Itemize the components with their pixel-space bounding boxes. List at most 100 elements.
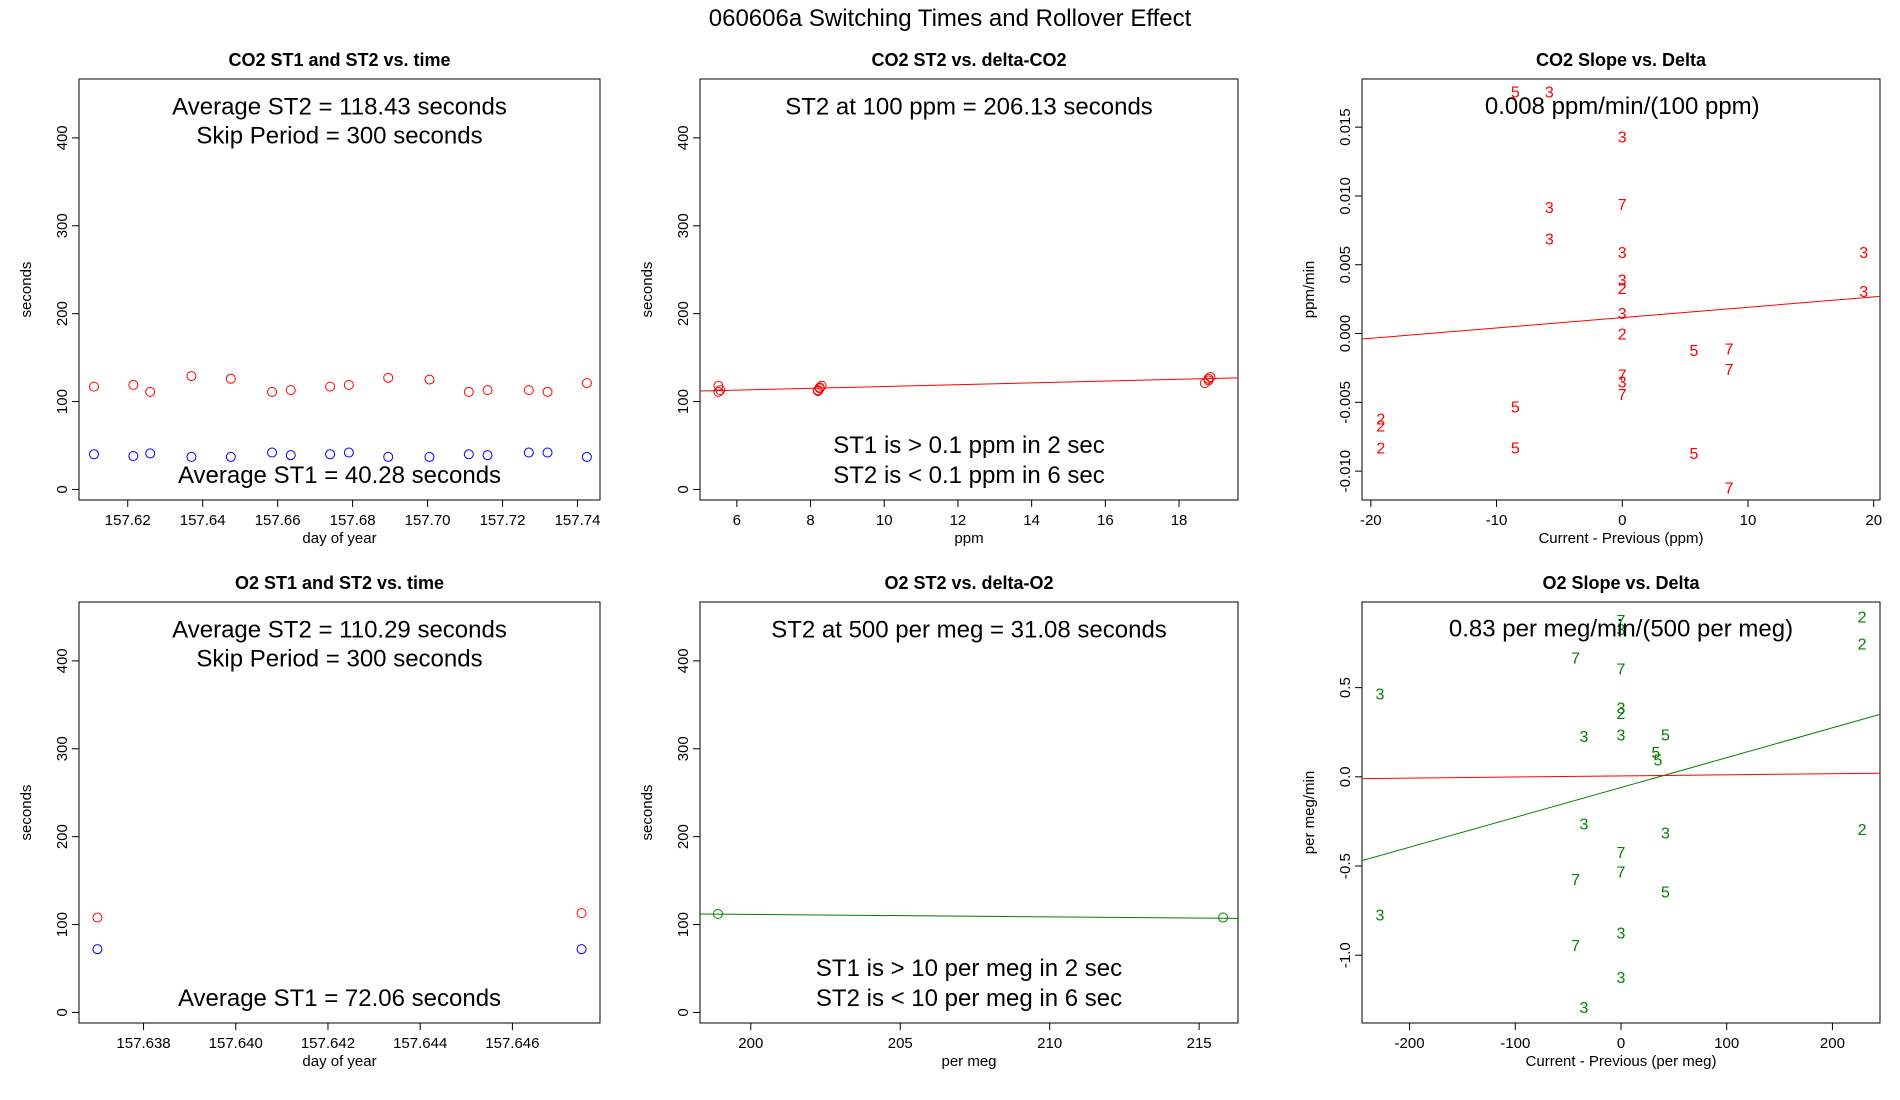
data-point-label: 2 <box>1858 636 1867 653</box>
y-tick-label: 400 <box>54 125 71 150</box>
y-tick-label: 200 <box>54 301 71 326</box>
data-point-label: 3 <box>1580 816 1589 833</box>
regression-line <box>1362 295 1880 340</box>
x-tick-label: 157.74 <box>555 512 601 529</box>
data-point-label: 7 <box>1725 342 1734 359</box>
x-axis-label: ppm <box>954 530 983 547</box>
data-point-label: 2 <box>1618 326 1627 343</box>
plot-area <box>88 371 592 462</box>
x-tick-label: 8 <box>806 512 814 529</box>
data-point <box>713 380 724 391</box>
x-axis-label: day of year <box>302 1053 376 1070</box>
chart-panel-o2_delta: O2 ST2 vs. delta-O2 200 205 210 215 0 100 200 30… <box>639 573 1239 1070</box>
data-point <box>424 451 435 462</box>
y-tick-label: 400 <box>675 648 692 673</box>
data-point <box>186 371 197 382</box>
regression-line <box>1362 772 1880 780</box>
x-tick-label: -200 <box>1395 1035 1425 1052</box>
data-point <box>325 381 336 392</box>
x-axis-label: day of year <box>302 530 376 547</box>
data-point <box>713 386 724 397</box>
y-axis-label: ppm/min <box>1301 261 1318 319</box>
data-point-label: 7 <box>1617 613 1626 630</box>
annotation: ST1 is > 0.1 ppm in 2 sec <box>833 432 1104 459</box>
data-point-label: 2 <box>1858 610 1867 627</box>
data-point-label: 7 <box>1571 651 1580 668</box>
y-tick-label: 300 <box>675 213 692 238</box>
x-tick-label: 10 <box>1740 512 1757 529</box>
data-point <box>581 378 592 389</box>
data-point <box>92 944 103 955</box>
y-tick-label: 0 <box>675 485 692 493</box>
data-point <box>92 912 103 923</box>
x-tick-label: 215 <box>1187 1035 1212 1052</box>
chart-title: O2 ST1 and ST2 vs. time <box>235 573 444 593</box>
y-tick-label: 400 <box>675 125 692 150</box>
y-tick-label: 0 <box>54 1008 71 1016</box>
annotation: ST2 at 100 ppm = 206.13 seconds <box>785 94 1153 121</box>
data-point-label: 3 <box>1618 306 1627 323</box>
data-point <box>186 451 197 462</box>
x-tick-label: -100 <box>1500 1035 1530 1052</box>
data-point <box>88 449 99 460</box>
x-tick-label: 157.70 <box>405 512 451 529</box>
panels: CO2 ST1 and ST2 vs. time 157.62 157.64 157.… <box>18 50 1882 1070</box>
y-tick-label: 300 <box>54 736 71 761</box>
x-tick-label: 157.64 <box>180 512 226 529</box>
data-point <box>523 447 534 458</box>
y-tick-label: 300 <box>54 213 71 238</box>
data-point-label: 3 <box>1545 200 1554 217</box>
x-tick-label: 157.62 <box>105 512 151 529</box>
data-point-label: 3 <box>1580 729 1589 746</box>
data-point <box>383 372 394 383</box>
data-point <box>383 451 394 462</box>
plot-area <box>92 908 587 955</box>
data-point <box>145 448 156 459</box>
chart-title: O2 ST2 vs. delta-O2 <box>884 573 1053 593</box>
x-tick-label: 100 <box>1714 1035 1739 1052</box>
y-tick-label: 0.0 <box>1337 766 1354 787</box>
data-point-label: 5 <box>1661 884 1670 901</box>
data-point-label: 3 <box>1545 84 1554 101</box>
data-point-label: 2 <box>1376 441 1385 458</box>
data-point <box>285 385 296 396</box>
y-tick-label: 0.015 <box>1337 108 1354 146</box>
x-tick-label: 6 <box>733 512 741 529</box>
data-point-label: 3 <box>1617 970 1626 987</box>
data-point <box>712 909 723 920</box>
data-point-label: 5 <box>1689 343 1698 360</box>
data-point-label: 5 <box>1511 84 1520 101</box>
data-point-label: 5 <box>1654 752 1663 769</box>
data-point-label: 7 <box>1725 362 1734 379</box>
data-point-label: 3 <box>1376 686 1385 703</box>
x-tick-label: 157.68 <box>330 512 376 529</box>
chart-panel-co2_delta: CO2 ST2 vs. delta-CO2 6 8 10 12 14 16 18 0 100 200… <box>639 50 1239 547</box>
y-tick-label: -0.010 <box>1337 450 1354 493</box>
x-tick-label: 200 <box>1820 1035 1845 1052</box>
data-point-label: 2 <box>1376 412 1385 429</box>
data-point-label: 5 <box>1511 441 1520 458</box>
data-point-label: 7 <box>1617 845 1626 862</box>
chart-title: CO2 ST1 and ST2 vs. time <box>228 50 450 70</box>
annotation: ST2 is < 10 per meg in 6 sec <box>816 985 1122 1012</box>
data-point <box>225 451 236 462</box>
data-point <box>576 908 587 919</box>
data-point <box>463 386 474 397</box>
data-point-label: 7 <box>1618 197 1627 214</box>
data-point-label: 7 <box>1571 938 1580 955</box>
x-tick-label: 14 <box>1023 512 1040 529</box>
data-point-label: 3 <box>1580 1000 1589 1017</box>
data-point-label: 3 <box>1545 231 1554 248</box>
chart-title: CO2 Slope vs. Delta <box>1536 50 1707 70</box>
x-tick-label: 157.72 <box>480 512 526 529</box>
x-tick-label: -10 <box>1486 512 1508 529</box>
data-point-label: 7 <box>1725 480 1734 497</box>
chart-panel-co2_time: CO2 ST1 and ST2 vs. time 157.62 157.64 157.… <box>18 50 601 547</box>
data-point-label: 3 <box>1618 375 1627 392</box>
y-tick-label: 0 <box>675 1008 692 1016</box>
data-point <box>542 447 553 458</box>
x-tick-label: 157.640 <box>209 1035 263 1052</box>
y-tick-label: 0.5 <box>1337 677 1354 698</box>
data-point <box>145 386 156 397</box>
